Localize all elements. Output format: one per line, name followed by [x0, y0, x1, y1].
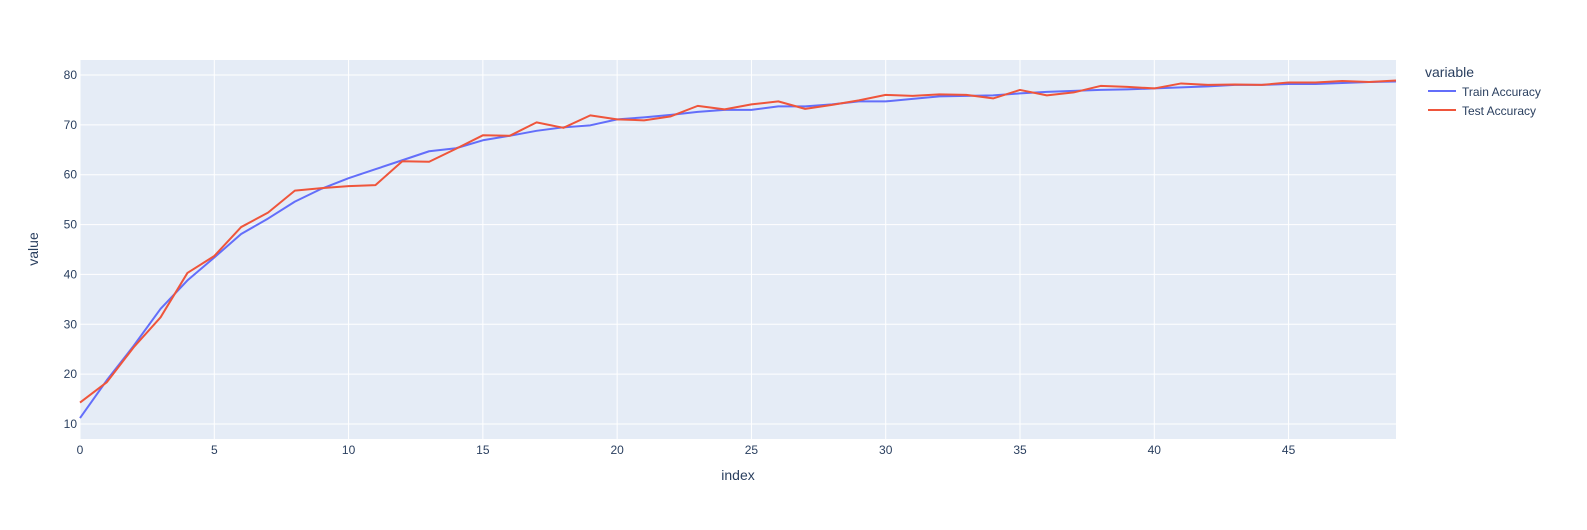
y-tick-label: 80 [64, 68, 78, 82]
legend-item-test-accuracy[interactable]: Test Accuracy [1428, 104, 1536, 118]
y-tick-label: 70 [64, 118, 78, 132]
x-tick-label: 40 [1148, 443, 1162, 457]
y-tick-label: 30 [64, 317, 78, 331]
series-line-train-accuracy[interactable] [79, 80, 1397, 419]
x-tick-label: 30 [879, 443, 893, 457]
x-tick-label: 25 [745, 443, 759, 457]
legend-label-test-accuracy: Test Accuracy [1462, 104, 1536, 118]
legend-item-train-accuracy[interactable]: Train Accuracy [1428, 85, 1541, 99]
x-axis-title: index [721, 467, 754, 483]
plot-background [80, 60, 1396, 439]
legend-title: variable [1425, 64, 1474, 80]
y-tick-label: 40 [64, 267, 78, 281]
x-tick-label: 20 [610, 443, 624, 457]
series-layer [79, 79, 1397, 419]
x-tick-label: 35 [1013, 443, 1027, 457]
legend-label-train-accuracy: Train Accuracy [1462, 85, 1541, 99]
y-tick-label: 50 [64, 218, 78, 232]
y-axis-title: value [25, 232, 41, 266]
x-tick-label: 10 [342, 443, 356, 457]
x-tick-label: 5 [211, 443, 218, 457]
tick-labels: 10 20 30 40 50 60 70 80 0 5 10 15 20 25 30 35 40 45 [64, 68, 1296, 457]
x-tick-label: 15 [476, 443, 490, 457]
x-tick-label: 45 [1282, 443, 1296, 457]
y-tick-label: 20 [64, 367, 78, 381]
legend[interactable]: variable Train Accuracy Test Accuracy [1425, 64, 1541, 118]
y-tick-label: 10 [64, 417, 78, 431]
x-tick-label: 0 [77, 443, 84, 457]
series-line-test-accuracy[interactable] [79, 79, 1397, 404]
y-tick-label: 60 [64, 168, 78, 182]
grid-layer [79, 60, 1396, 439]
